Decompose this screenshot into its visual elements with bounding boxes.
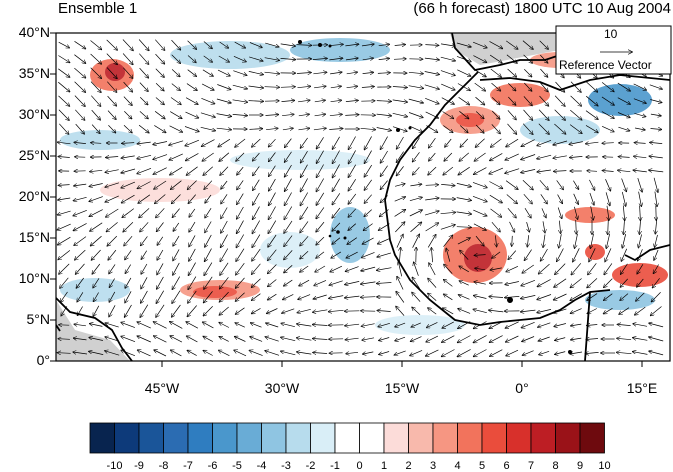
lat-label-25n: 25°N bbox=[2, 147, 50, 163]
colorbar-swatch bbox=[458, 423, 483, 453]
colorbar-swatch bbox=[556, 423, 581, 453]
colorbar-label: -4 bbox=[250, 460, 274, 472]
lat-label-5n: 5°N bbox=[2, 311, 50, 327]
colorbar-label: 0 bbox=[348, 460, 372, 472]
colorbar-swatch bbox=[360, 423, 385, 453]
colorbar-label: 6 bbox=[495, 460, 519, 472]
colorbar-label: 8 bbox=[544, 460, 568, 472]
colorbar-swatch bbox=[335, 423, 360, 453]
colorbar-swatch bbox=[164, 423, 189, 453]
colorbar-swatch bbox=[580, 423, 605, 453]
colorbar-label: 5 bbox=[470, 460, 494, 472]
lon-label-15w: 15°W bbox=[372, 380, 432, 396]
colorbar-swatch bbox=[188, 423, 213, 453]
lat-label-0: 0° bbox=[2, 352, 50, 368]
colorbar-label: 9 bbox=[568, 460, 592, 472]
lat-label-30n: 30°N bbox=[2, 106, 50, 122]
forecast-time: (66 h forecast) 1800 UTC 10 Aug 2004 bbox=[413, 0, 671, 17]
colorbar-swatch bbox=[433, 423, 458, 453]
colorbar-swatch bbox=[507, 423, 532, 453]
colorbar-swatch bbox=[262, 423, 287, 453]
colorbar-swatch bbox=[482, 423, 507, 453]
lat-label-40n: 40°N bbox=[2, 24, 50, 40]
colorbar-label: 3 bbox=[421, 460, 445, 472]
colorbar bbox=[90, 423, 605, 453]
colorbar-label: -1 bbox=[323, 460, 347, 472]
lat-label-20n: 20°N bbox=[2, 188, 50, 204]
colorbar-label: 10 bbox=[593, 460, 617, 472]
colorbar-label: 1 bbox=[372, 460, 396, 472]
lon-label-30w: 30°W bbox=[252, 380, 312, 396]
colorbar-swatch bbox=[213, 423, 238, 453]
colorbar-label: -10 bbox=[103, 460, 127, 472]
colorbar-swatch bbox=[237, 423, 262, 453]
lon-label-15e: 15°E bbox=[612, 380, 672, 396]
colorbar-label: 4 bbox=[446, 460, 470, 472]
colorbar-label: 7 bbox=[519, 460, 543, 472]
panel-title: Ensemble 1 bbox=[58, 0, 137, 17]
colorbar-swatch bbox=[286, 423, 311, 453]
colorbar-label: -7 bbox=[176, 460, 200, 472]
colorbar-swatch bbox=[139, 423, 164, 453]
plot-area bbox=[56, 33, 670, 361]
colorbar-swatch bbox=[531, 423, 556, 453]
reference-vector-value: 10 bbox=[604, 27, 617, 41]
colorbar-swatch bbox=[90, 423, 115, 453]
colorbar-swatch bbox=[409, 423, 434, 453]
lat-label-15n: 15°N bbox=[2, 229, 50, 245]
lon-label-0: 0° bbox=[492, 380, 552, 396]
lon-label-45w: 45°W bbox=[132, 380, 192, 396]
colorbar-swatch bbox=[311, 423, 336, 453]
colorbar-label: -6 bbox=[201, 460, 225, 472]
colorbar-label: -9 bbox=[127, 460, 151, 472]
lat-label-35n: 35°N bbox=[2, 65, 50, 81]
colorbar-label: -5 bbox=[225, 460, 249, 472]
colorbar-label: -2 bbox=[299, 460, 323, 472]
colorbar-label: 2 bbox=[397, 460, 421, 472]
colorbar-label: -8 bbox=[152, 460, 176, 472]
colorbar-swatch bbox=[384, 423, 409, 453]
colorbar-swatch bbox=[115, 423, 140, 453]
colorbar-label: -3 bbox=[274, 460, 298, 472]
lat-label-10n: 10°N bbox=[2, 270, 50, 286]
reference-vector-label: Reference Vector bbox=[559, 58, 652, 72]
